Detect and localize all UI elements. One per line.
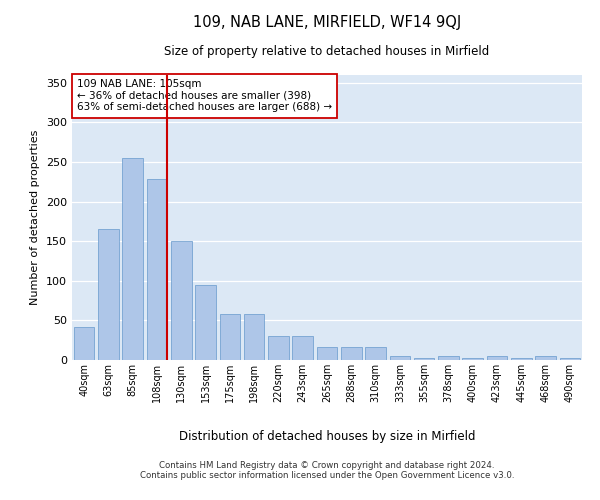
- Bar: [341, 346, 362, 360]
- Bar: [560, 358, 580, 360]
- Bar: [98, 230, 119, 360]
- Bar: [438, 356, 459, 360]
- Bar: [268, 336, 289, 360]
- Bar: [244, 314, 265, 360]
- Bar: [535, 356, 556, 360]
- Bar: [122, 158, 143, 360]
- Text: Distribution of detached houses by size in Mirfield: Distribution of detached houses by size …: [179, 430, 475, 443]
- Text: 109 NAB LANE: 105sqm
← 36% of detached houses are smaller (398)
63% of semi-deta: 109 NAB LANE: 105sqm ← 36% of detached h…: [77, 80, 332, 112]
- Y-axis label: Number of detached properties: Number of detached properties: [31, 130, 40, 305]
- Bar: [74, 327, 94, 360]
- Bar: [389, 356, 410, 360]
- Bar: [487, 356, 508, 360]
- Bar: [317, 346, 337, 360]
- Bar: [146, 180, 167, 360]
- Bar: [195, 285, 216, 360]
- Bar: [463, 358, 483, 360]
- Text: 109, NAB LANE, MIRFIELD, WF14 9QJ: 109, NAB LANE, MIRFIELD, WF14 9QJ: [193, 15, 461, 30]
- Bar: [414, 358, 434, 360]
- Text: Size of property relative to detached houses in Mirfield: Size of property relative to detached ho…: [164, 45, 490, 58]
- Text: Contains HM Land Registry data © Crown copyright and database right 2024.
Contai: Contains HM Land Registry data © Crown c…: [140, 460, 514, 480]
- Bar: [365, 346, 386, 360]
- Bar: [292, 336, 313, 360]
- Bar: [511, 358, 532, 360]
- Bar: [220, 314, 240, 360]
- Bar: [171, 242, 191, 360]
